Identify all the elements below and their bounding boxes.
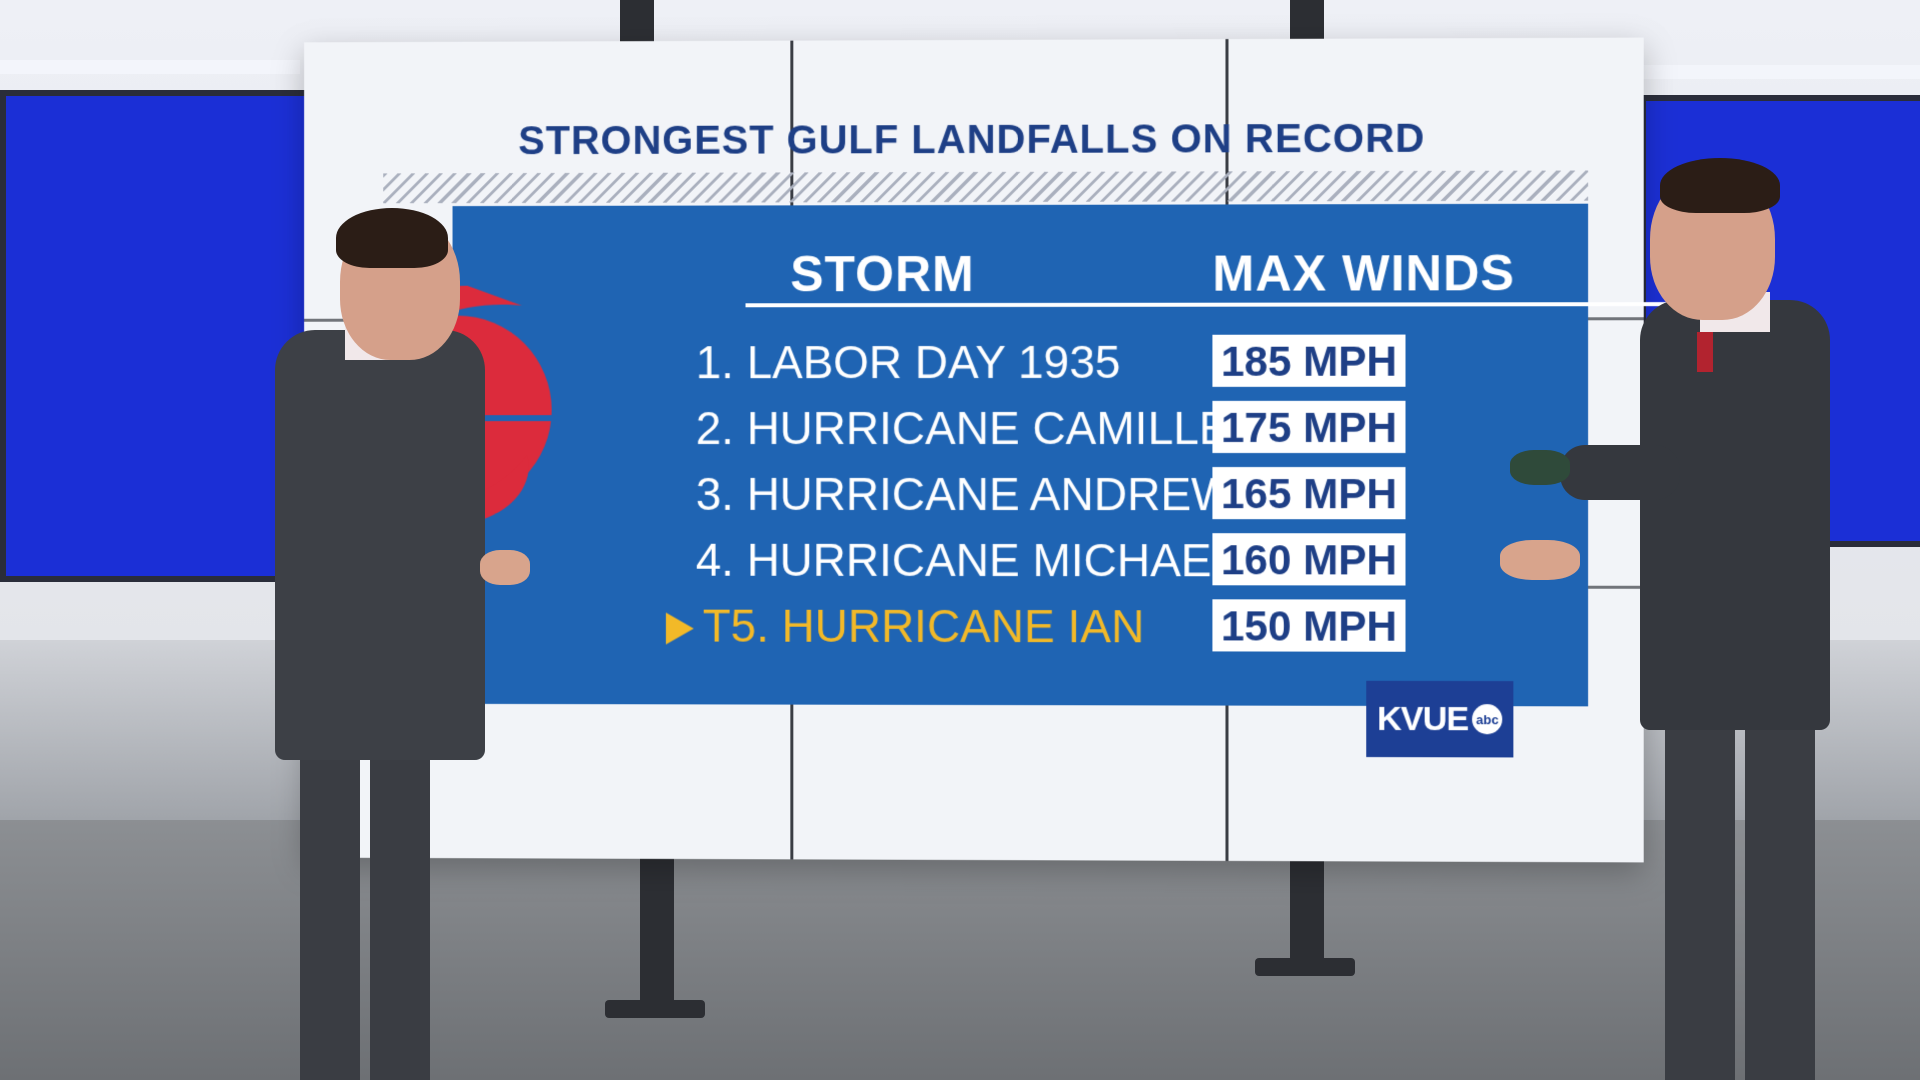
presenter-suit [275,330,485,760]
abc-badge: abc [1472,704,1503,735]
wind-value-3: 165 MPH [1212,467,1406,520]
presenter-leg [300,740,360,1080]
presenter-arm [1560,445,1680,500]
blue-led-panel-left [0,90,312,582]
column-header-storm: STORM [790,245,975,303]
presenter-hands [480,550,530,585]
pointer-arrow-icon [665,612,694,645]
header-underline [745,302,1675,308]
clicker-remote [1510,450,1570,485]
wind-value-5: 150 MPH [1212,599,1406,652]
wind-value-2: 175 MPH [1212,400,1406,454]
monitor-stand [640,840,674,1010]
storm-row-5-highlighted: T5. HURRICANE IAN [702,599,1145,653]
wind-value-1: 185 MPH [1212,334,1406,387]
presenter-suit [1640,300,1830,730]
decorative-hatch-stripe [383,170,1589,204]
necktie [1697,332,1713,372]
station-name: KVUE [1377,699,1469,738]
column-header-max-winds: MAX WINDS [1212,245,1516,302]
presenter-hair [336,208,448,268]
light-strip [1640,65,1920,79]
wind-value-4: 160 MPH [1212,533,1406,586]
storm-row-1: 1. LABOR DAY 1935 [695,335,1121,389]
presenter-hair [1660,158,1780,213]
kvue-logo: KVUE abc [1366,680,1514,758]
graphic-title: STRONGEST GULF LANDFALLS ON RECORD [518,116,1426,164]
presenter-hand [1500,540,1580,580]
light-strip [0,60,300,74]
stand-base [1255,958,1355,976]
leaderboard-panel: STORM MAX WINDS 1. LABOR DAY 1935 185 MP… [452,203,1675,707]
presenter-leg [370,740,430,1080]
presenter-leg [1745,710,1815,1080]
video-wall-display: STRONGEST GULF LANDFALLS ON RECORD STORM… [304,37,1675,863]
stand-base [605,1000,705,1018]
presenter-leg [1665,710,1735,1080]
